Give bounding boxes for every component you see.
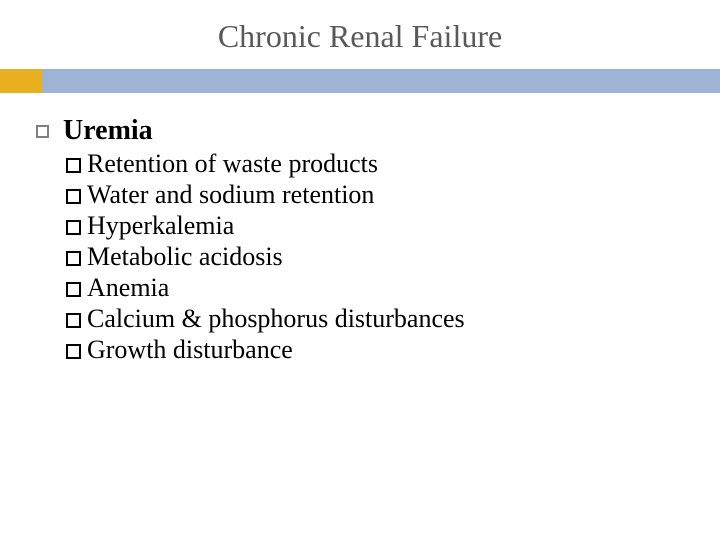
square-bullet-icon — [66, 251, 81, 266]
list-item-text: Water and sodium retention — [87, 180, 374, 210]
sub-list: Retention of waste products Water and so… — [36, 149, 690, 365]
square-bullet-icon — [66, 282, 81, 297]
accent-bar-left — [0, 69, 42, 93]
square-bullet-icon — [66, 313, 81, 328]
accent-bar — [0, 69, 720, 93]
list-item: Hyperkalemia — [66, 211, 690, 241]
list-heading-text: Uremia — [63, 115, 153, 147]
list-item: Water and sodium retention — [66, 180, 690, 210]
list-item: Anemia — [66, 273, 690, 303]
square-bullet-icon — [66, 220, 81, 235]
square-bullet-icon — [36, 125, 49, 138]
list-item-text: Retention of waste products — [87, 149, 378, 179]
square-bullet-icon — [66, 344, 81, 359]
list-item-text: Anemia — [87, 273, 169, 303]
accent-bar-right — [42, 69, 720, 93]
list-item: Metabolic acidosis — [66, 242, 690, 272]
list-item-heading: Uremia — [36, 115, 690, 147]
list-item-text: Calcium & phosphorus disturbances — [87, 304, 465, 334]
slide: Chronic Renal Failure Uremia Retention o… — [0, 0, 720, 540]
square-bullet-icon — [66, 189, 81, 204]
square-bullet-icon — [66, 158, 81, 173]
list-item: Calcium & phosphorus disturbances — [66, 304, 690, 334]
list-item-text: Metabolic acidosis — [87, 242, 283, 272]
list-item-text: Growth disturbance — [87, 335, 293, 365]
list-item-text: Hyperkalemia — [87, 211, 234, 241]
slide-title: Chronic Renal Failure — [0, 0, 720, 69]
list-item: Retention of waste products — [66, 149, 690, 179]
content-area: Uremia Retention of waste products Water… — [0, 93, 720, 365]
list-item: Growth disturbance — [66, 335, 690, 365]
